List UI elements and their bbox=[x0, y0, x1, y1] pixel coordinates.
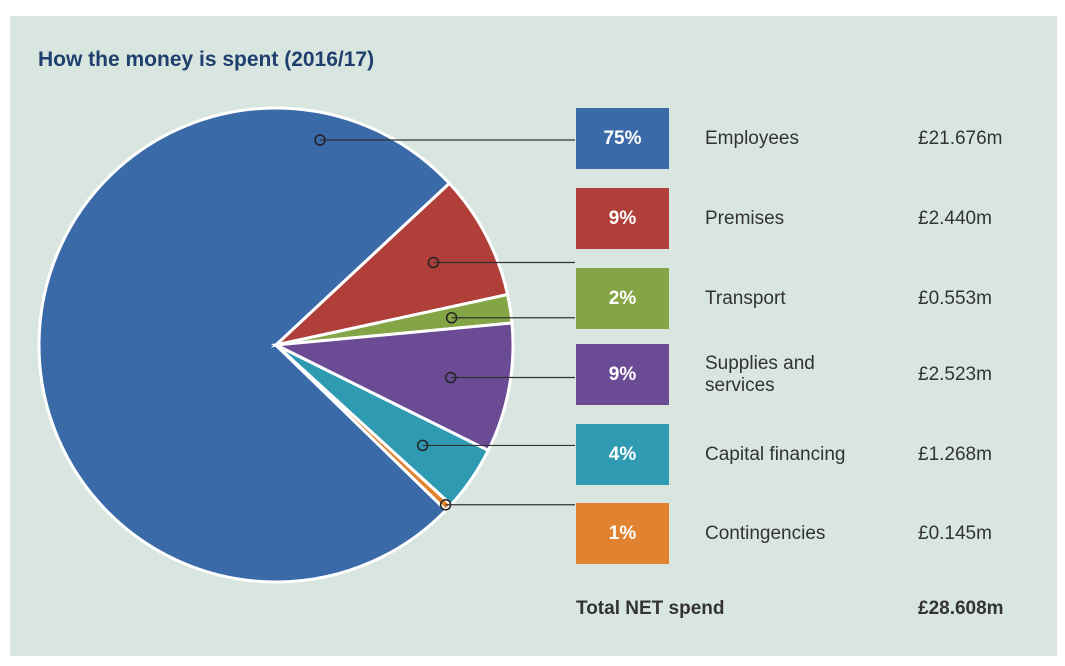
leader-dot bbox=[416, 439, 429, 452]
legend-label: Supplies and services bbox=[705, 352, 815, 396]
legend-label: Premises bbox=[705, 207, 785, 229]
legend-percent-box: 9% bbox=[576, 188, 669, 249]
chart-title: How the money is spent (2016/17) bbox=[38, 48, 375, 71]
leader-dot bbox=[445, 312, 458, 324]
leader-dot bbox=[314, 134, 326, 146]
legend-amount: £0.553m bbox=[918, 287, 992, 309]
legend-amount: £0.145m bbox=[918, 522, 992, 544]
legend-percent-box: 9% bbox=[576, 344, 669, 405]
legend-label: Capital financing bbox=[705, 443, 846, 465]
legend-percent-box: 75% bbox=[576, 108, 669, 169]
total-label: Total NET spend bbox=[576, 598, 725, 619]
leader-dot bbox=[439, 499, 452, 511]
legend-amount: £1.268m bbox=[918, 443, 992, 465]
leader-dot bbox=[444, 371, 457, 384]
legend-amount: £21.676m bbox=[918, 127, 1003, 149]
total-value: £28.608m bbox=[918, 598, 1004, 619]
legend-percent-box: 4% bbox=[576, 424, 669, 485]
legend-label: Contingencies bbox=[705, 522, 826, 544]
leader-dot bbox=[427, 256, 440, 269]
legend-percent-box: 2% bbox=[576, 268, 669, 329]
legend-amount: £2.440m bbox=[918, 207, 992, 229]
pie-slice-employees bbox=[37, 106, 452, 584]
legend-label: Transport bbox=[705, 287, 786, 309]
legend-percent-box: 1% bbox=[576, 503, 669, 564]
legend-amount: £2.523m bbox=[918, 363, 992, 385]
pie-slice-premises bbox=[270, 181, 510, 348]
legend-label: Employees bbox=[705, 127, 799, 149]
